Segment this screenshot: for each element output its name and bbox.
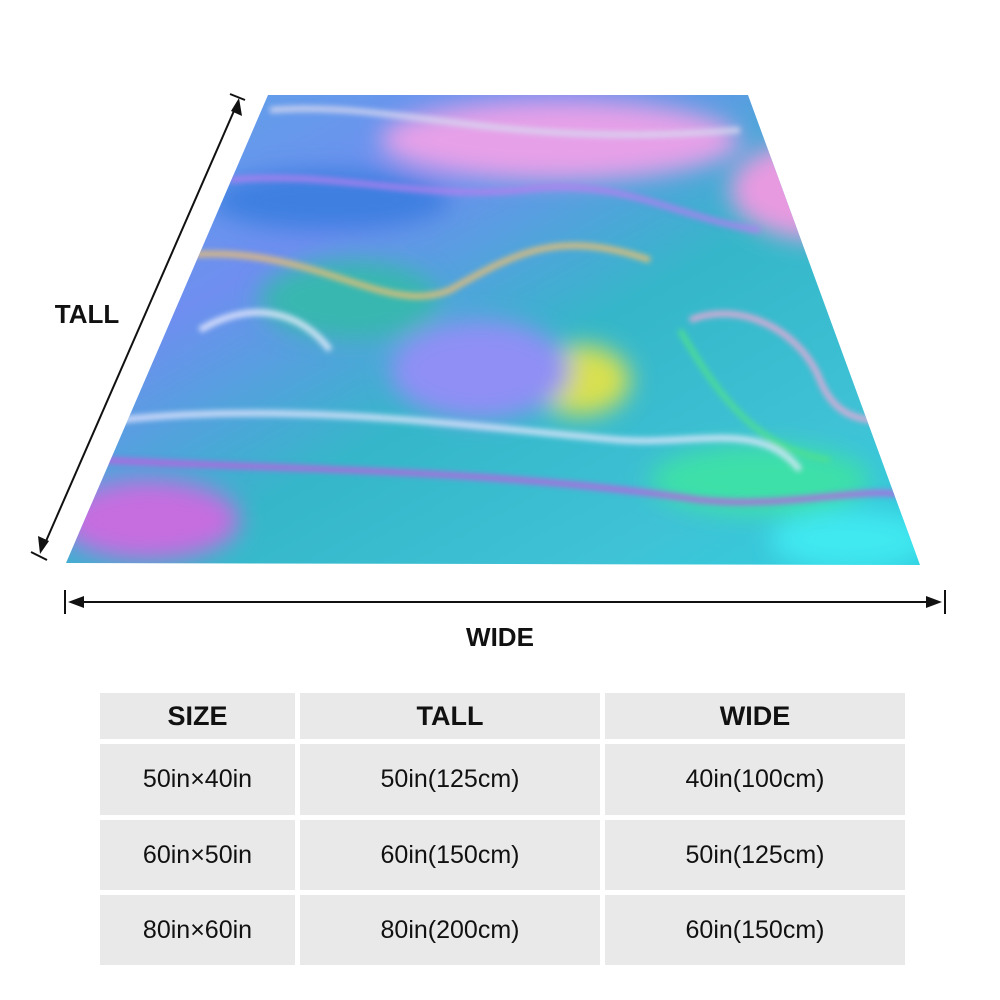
table-header: WIDE (605, 693, 905, 739)
table-cell: 50in×40in (100, 744, 295, 815)
table-cell: 60in×50in (100, 820, 295, 890)
tall-label: TALL (55, 299, 120, 329)
product-illustration: TALL WIDE (30, 93, 946, 652)
wide-arrow (64, 590, 946, 614)
table-cell: 60in(150cm) (300, 820, 600, 890)
table-header: SIZE (100, 693, 295, 739)
blanket (66, 95, 920, 565)
table-cell: 80in×60in (100, 895, 295, 965)
table-cell: 50in(125cm) (300, 744, 600, 815)
wide-label: WIDE (466, 622, 534, 652)
table-cell: 80in(200cm) (300, 895, 600, 965)
table-cell: 50in(125cm) (605, 820, 905, 890)
table-cell: 60in(150cm) (605, 895, 905, 965)
table-cell: 40in(100cm) (605, 744, 905, 815)
tall-arrow (30, 93, 246, 561)
table-header: TALL (300, 693, 600, 739)
size-table: SIZE TALL WIDE 50in×40in 50in(125cm) 40in(100… (100, 693, 905, 965)
